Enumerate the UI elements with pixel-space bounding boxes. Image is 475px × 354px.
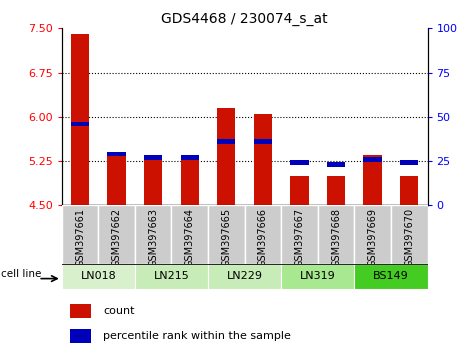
Bar bbox=[327, 176, 345, 205]
Text: GSM397661: GSM397661 bbox=[75, 208, 85, 267]
FancyBboxPatch shape bbox=[391, 205, 428, 264]
Text: BS149: BS149 bbox=[373, 271, 409, 281]
Bar bbox=[400, 160, 418, 165]
Bar bbox=[107, 155, 126, 205]
FancyBboxPatch shape bbox=[354, 205, 391, 264]
Text: LN018: LN018 bbox=[80, 271, 116, 281]
FancyBboxPatch shape bbox=[171, 205, 208, 264]
Text: GSM397667: GSM397667 bbox=[294, 208, 304, 267]
Bar bbox=[70, 304, 91, 318]
Text: LN229: LN229 bbox=[227, 271, 263, 281]
FancyBboxPatch shape bbox=[281, 264, 354, 289]
Bar bbox=[217, 108, 236, 205]
Text: GSM397664: GSM397664 bbox=[185, 208, 195, 267]
Bar bbox=[144, 155, 162, 160]
Text: count: count bbox=[103, 306, 134, 316]
FancyBboxPatch shape bbox=[354, 264, 428, 289]
Text: LN215: LN215 bbox=[153, 271, 190, 281]
Text: GSM397668: GSM397668 bbox=[331, 208, 341, 267]
FancyBboxPatch shape bbox=[62, 264, 135, 289]
Bar bbox=[290, 160, 309, 165]
Text: percentile rank within the sample: percentile rank within the sample bbox=[103, 331, 291, 341]
Bar bbox=[180, 159, 199, 205]
Text: GSM397662: GSM397662 bbox=[112, 208, 122, 267]
Bar bbox=[70, 329, 91, 343]
Text: GSM397663: GSM397663 bbox=[148, 208, 158, 267]
Bar bbox=[363, 157, 382, 162]
Text: GSM397665: GSM397665 bbox=[221, 208, 231, 267]
Bar bbox=[363, 155, 382, 205]
FancyBboxPatch shape bbox=[208, 264, 281, 289]
FancyBboxPatch shape bbox=[208, 205, 245, 264]
FancyBboxPatch shape bbox=[281, 205, 318, 264]
Bar bbox=[400, 176, 418, 205]
Bar bbox=[254, 114, 272, 205]
FancyBboxPatch shape bbox=[135, 264, 208, 289]
FancyBboxPatch shape bbox=[245, 205, 281, 264]
Bar bbox=[71, 121, 89, 126]
Text: GSM397666: GSM397666 bbox=[258, 208, 268, 267]
Bar bbox=[254, 139, 272, 144]
FancyBboxPatch shape bbox=[318, 205, 354, 264]
Bar bbox=[217, 139, 236, 144]
Bar bbox=[327, 162, 345, 167]
Bar bbox=[180, 155, 199, 160]
FancyBboxPatch shape bbox=[98, 205, 135, 264]
Title: GDS4468 / 230074_s_at: GDS4468 / 230074_s_at bbox=[162, 12, 328, 26]
FancyBboxPatch shape bbox=[135, 205, 171, 264]
FancyBboxPatch shape bbox=[62, 205, 98, 264]
Bar bbox=[107, 152, 126, 156]
Bar bbox=[144, 159, 162, 205]
Text: GSM397670: GSM397670 bbox=[404, 208, 414, 267]
Text: GSM397669: GSM397669 bbox=[368, 208, 378, 267]
Bar bbox=[290, 176, 309, 205]
Bar bbox=[71, 34, 89, 205]
Text: cell line: cell line bbox=[1, 269, 42, 279]
Text: LN319: LN319 bbox=[300, 271, 336, 281]
